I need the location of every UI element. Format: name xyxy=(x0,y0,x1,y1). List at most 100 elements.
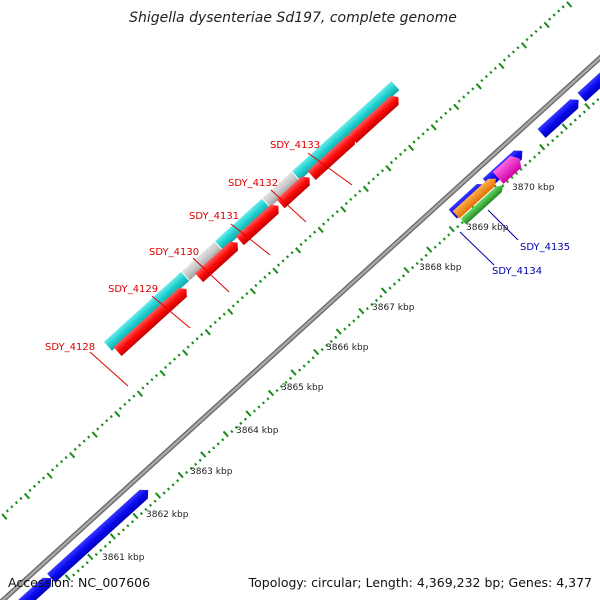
tick-mark xyxy=(514,171,519,175)
tick-mark xyxy=(85,561,89,565)
tick-mark xyxy=(516,46,520,50)
tick-mark xyxy=(200,333,204,337)
gene-blue-5[interactable] xyxy=(537,95,583,138)
gene-sdy-4131[interactable] xyxy=(262,171,300,207)
tick-mark xyxy=(154,492,162,499)
tick-mark xyxy=(340,206,347,213)
tick-mark xyxy=(14,501,18,505)
tick-mark xyxy=(529,33,534,38)
tick-mark xyxy=(484,74,488,79)
topology-text: Topology: circular; Length: 4,369,232 bp… xyxy=(248,575,592,590)
gene-blue-2[interactable] xyxy=(47,486,152,583)
gene-red-3[interactable] xyxy=(235,201,283,246)
gene-blue-6[interactable] xyxy=(577,32,600,102)
gene-label[interactable]: SDY_4135 xyxy=(520,242,570,253)
tick-mark xyxy=(444,111,448,115)
tick-mark xyxy=(99,548,103,552)
tick-mark xyxy=(389,160,394,165)
gene-label[interactable]: SDY_4133 xyxy=(270,140,320,151)
tick-mark xyxy=(162,491,166,495)
tick-mark xyxy=(141,386,145,390)
tick-mark xyxy=(313,230,317,234)
tick-mark xyxy=(502,58,507,62)
tick-mark xyxy=(1,513,8,520)
gene-sdy-4134[interactable] xyxy=(452,175,500,219)
gene-sdy-4132[interactable] xyxy=(292,81,400,181)
scale-label: 3865 kbp xyxy=(281,383,324,393)
gene-red-5[interactable] xyxy=(307,132,359,181)
gene-label[interactable]: SDY_4130 xyxy=(149,247,199,258)
tick-mark xyxy=(177,471,184,479)
tick-mark xyxy=(539,143,546,151)
tick-mark xyxy=(28,488,32,492)
gene-label[interactable]: SDY_4128 xyxy=(45,342,95,353)
tick-mark xyxy=(239,421,243,425)
tick-mark xyxy=(430,124,437,131)
gene-red-6[interactable] xyxy=(348,93,402,144)
tick-mark xyxy=(222,430,229,438)
tick-mark xyxy=(421,132,425,136)
scale-label: 3861 kbp xyxy=(102,553,145,563)
tick-mark xyxy=(349,197,353,201)
tick-mark xyxy=(371,177,375,181)
tick-mark xyxy=(335,210,339,214)
tick-mark xyxy=(543,21,550,29)
tick-mark xyxy=(313,348,320,356)
gene-label[interactable]: SDY_4132 xyxy=(228,178,278,189)
tick-mark xyxy=(433,245,437,249)
tick-mark xyxy=(596,98,600,102)
tick-mark xyxy=(218,316,222,320)
tick-mark xyxy=(447,233,451,237)
tick-mark xyxy=(281,259,285,263)
tick-mark xyxy=(307,360,311,364)
tick-mark xyxy=(344,201,348,206)
gene-red-1[interactable] xyxy=(113,285,191,357)
tick-mark xyxy=(480,79,484,83)
tick-mark xyxy=(279,384,284,389)
tick-mark xyxy=(81,565,85,569)
tick-mark xyxy=(358,189,362,193)
tick-mark xyxy=(435,119,439,124)
tick-mark xyxy=(191,341,195,345)
tick-mark xyxy=(525,38,529,42)
tick-mark xyxy=(276,263,281,267)
gene-sdy-4129-region[interactable] xyxy=(181,241,223,281)
gene-blue-1[interactable] xyxy=(13,574,55,600)
tick-mark xyxy=(103,544,107,548)
tick-mark xyxy=(523,163,528,167)
gene-red-4[interactable] xyxy=(276,173,314,209)
tick-mark xyxy=(505,180,510,184)
tick-mark xyxy=(401,274,406,278)
tick-mark xyxy=(91,431,98,438)
tick-mark xyxy=(453,103,460,111)
tick-mark xyxy=(19,496,23,501)
tick-mark xyxy=(234,425,238,430)
tick-mark xyxy=(322,222,326,226)
tick-mark xyxy=(412,140,416,144)
gene-sdy-4135[interactable] xyxy=(492,153,525,184)
gene-label[interactable]: SDY_4134 xyxy=(492,266,542,277)
tick-mark xyxy=(584,102,591,110)
tick-mark xyxy=(195,337,199,341)
tick-mark xyxy=(109,533,116,540)
gene-sdy-4128[interactable] xyxy=(103,271,190,351)
tick-mark xyxy=(299,242,303,247)
tick-mark xyxy=(533,155,537,159)
gene-label[interactable]: SDY_4131 xyxy=(189,211,239,222)
tick-mark xyxy=(249,287,256,295)
gene-sdy-4129[interactable] xyxy=(215,198,270,250)
tick-mark xyxy=(130,520,135,524)
tick-mark xyxy=(298,368,302,372)
tick-mark xyxy=(272,267,279,274)
tick-mark xyxy=(578,114,582,118)
tick-mark xyxy=(426,128,430,132)
tick-mark xyxy=(388,286,392,290)
tick-mark xyxy=(358,307,365,315)
tick-mark xyxy=(439,115,443,120)
tick-mark xyxy=(176,479,180,483)
tick-mark xyxy=(365,307,369,311)
tick-mark xyxy=(407,144,415,152)
gene-green[interactable] xyxy=(460,182,506,225)
gene-label[interactable]: SDY_4129 xyxy=(108,284,158,295)
gene-red-2[interactable] xyxy=(195,238,242,283)
